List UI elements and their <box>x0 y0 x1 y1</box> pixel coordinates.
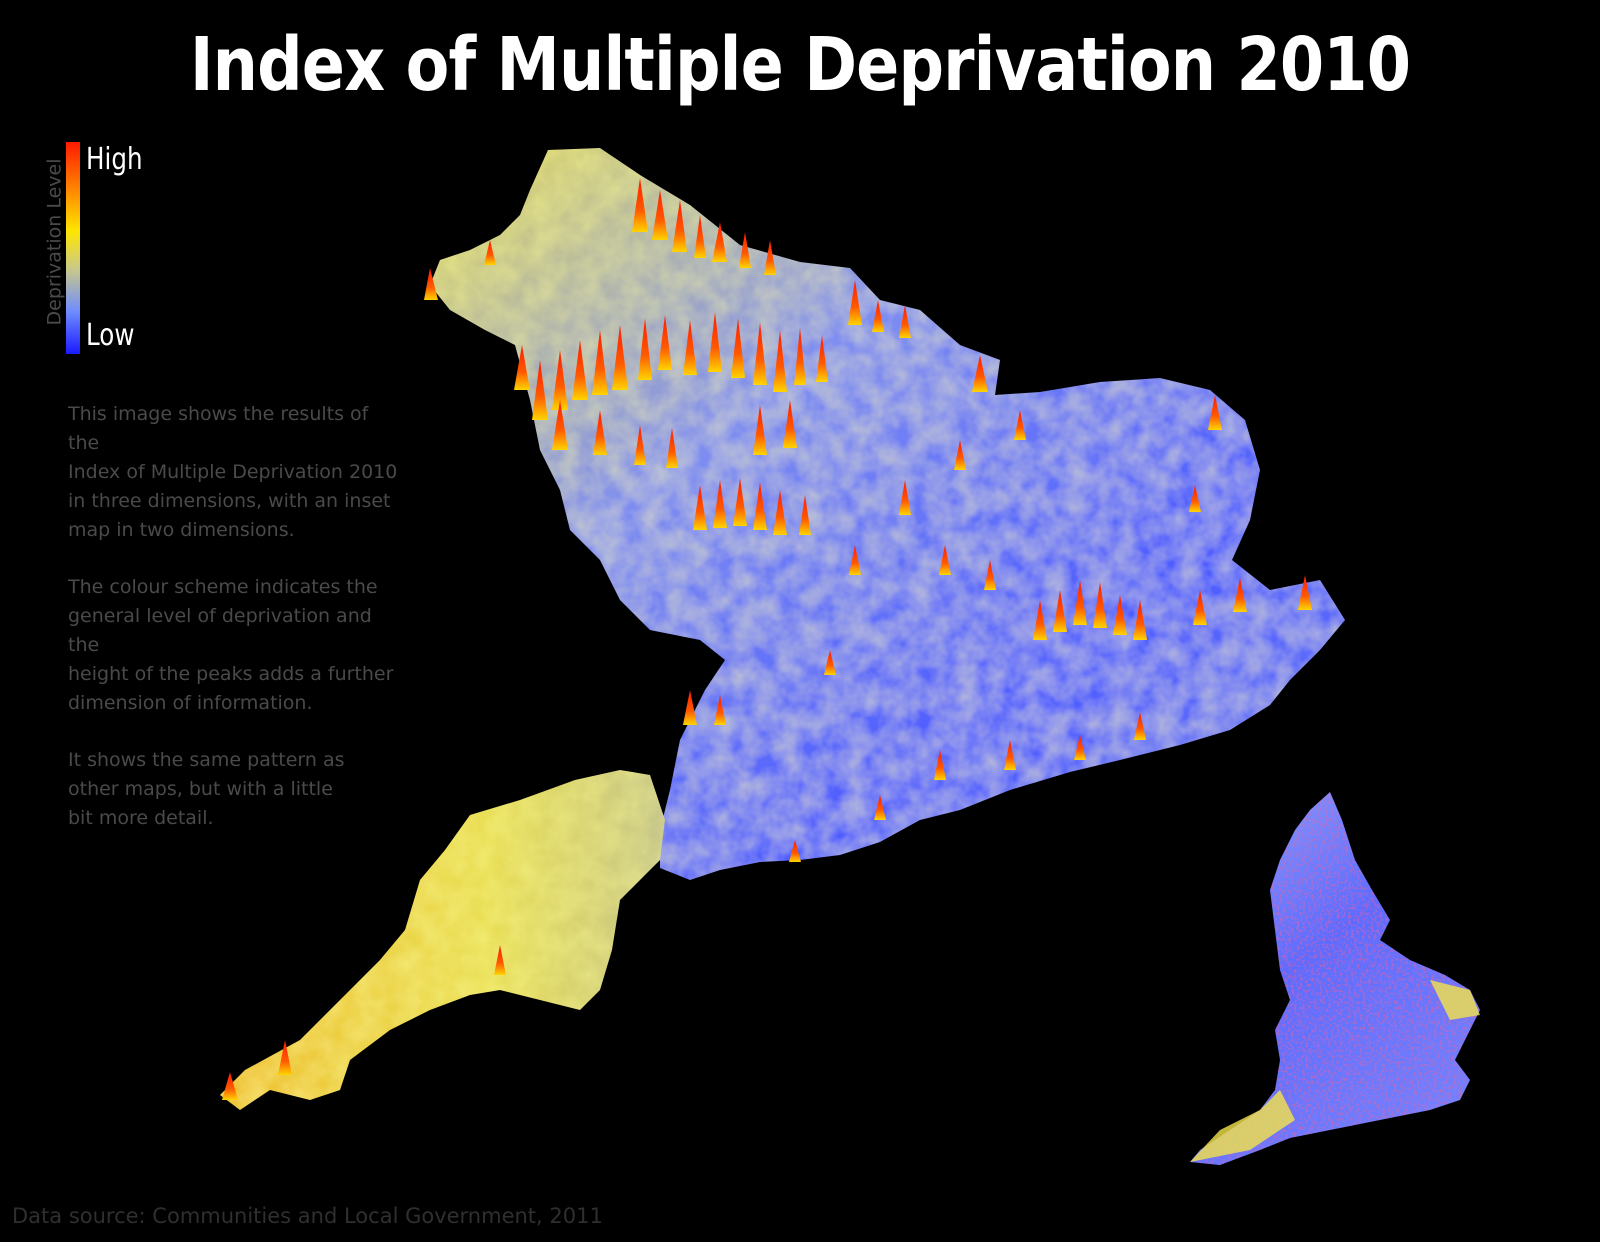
legend-axis-label: Deprivation Level <box>43 158 66 326</box>
description-text: This image shows the results of the Inde… <box>68 400 398 861</box>
inset-england <box>1190 792 1480 1165</box>
legend-low-label: Low <box>86 318 135 353</box>
inset-2d-map <box>1190 792 1480 1165</box>
southwest-peninsula <box>220 770 665 1110</box>
map-title: Index of Multiple Deprivation 2010 <box>189 22 1411 108</box>
deprivation-peaks <box>222 178 1312 1100</box>
description-paragraph-3: It shows the same pattern as other maps,… <box>68 749 345 829</box>
deprivation-legend: Deprivation Level High Low <box>28 142 208 362</box>
legend-colorbar <box>66 142 80 354</box>
legend-axis-label-wrap: Deprivation Level <box>43 142 66 342</box>
england-landmass <box>430 148 1345 880</box>
legend-high-label: High <box>86 142 143 177</box>
description-paragraph-1: This image shows the results of the Inde… <box>68 403 398 541</box>
data-source-note: Data source: Communities and Local Gover… <box>12 1204 603 1228</box>
description-paragraph-2: The colour scheme indicates the general … <box>68 576 394 714</box>
inset-yellow-areas <box>1190 980 1480 1162</box>
